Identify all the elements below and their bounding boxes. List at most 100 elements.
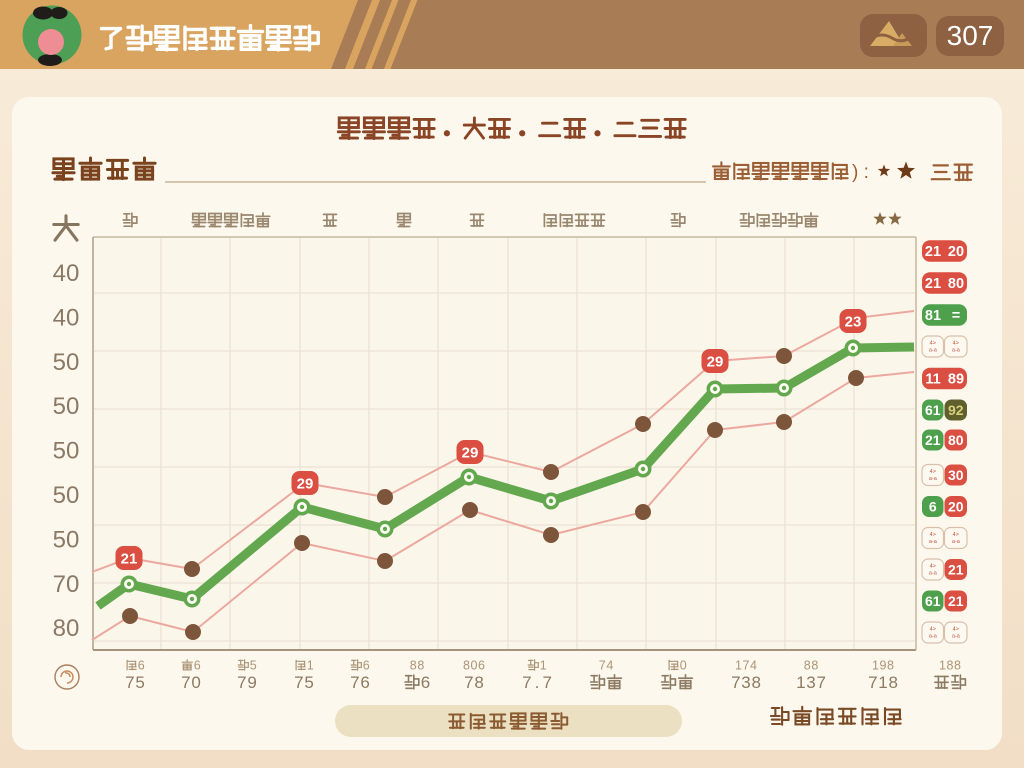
svg-text:0: 0	[680, 659, 687, 673]
svg-text:a-a: a-a	[929, 634, 938, 640]
svg-text:8: 8	[410, 659, 417, 673]
svg-text:23: 23	[845, 314, 862, 331]
svg-text:20: 20	[948, 499, 964, 515]
svg-text:9: 9	[880, 659, 887, 673]
svg-text:7: 7	[868, 673, 877, 692]
svg-text:6: 6	[929, 499, 937, 515]
svg-text:6: 6	[363, 659, 370, 673]
svg-text:8: 8	[947, 659, 954, 673]
svg-text:30: 30	[948, 467, 964, 483]
svg-text:4>: 4>	[930, 341, 936, 347]
svg-text:a-a: a-a	[929, 539, 938, 545]
svg-text:50: 50	[53, 482, 80, 509]
svg-text:50: 50	[53, 393, 80, 420]
svg-text:a-a: a-a	[952, 348, 961, 354]
svg-text:4>: 4>	[930, 627, 936, 633]
svg-text:7: 7	[350, 673, 359, 692]
svg-text:6: 6	[138, 659, 145, 673]
svg-text:1: 1	[872, 659, 879, 673]
svg-text:4>: 4>	[930, 469, 936, 475]
svg-text:4: 4	[606, 659, 613, 673]
svg-text:21: 21	[925, 276, 941, 292]
svg-text:5: 5	[304, 673, 313, 692]
svg-text:20: 20	[948, 244, 964, 260]
svg-text:7: 7	[125, 673, 134, 692]
svg-text:21: 21	[121, 551, 138, 568]
svg-text:7: 7	[181, 673, 190, 692]
svg-text:8: 8	[463, 659, 470, 673]
svg-text:29: 29	[297, 476, 314, 493]
svg-text:61: 61	[925, 593, 941, 609]
svg-text:80: 80	[53, 615, 80, 642]
svg-text:6: 6	[360, 673, 369, 692]
svg-text:0: 0	[471, 659, 478, 673]
svg-text:7: 7	[237, 673, 246, 692]
svg-text:92: 92	[948, 402, 964, 418]
svg-text:5: 5	[250, 659, 257, 673]
svg-text:a-a: a-a	[929, 476, 938, 482]
svg-text:8: 8	[751, 673, 760, 692]
svg-text:50: 50	[53, 349, 80, 376]
svg-text:) :: ) :	[852, 162, 869, 183]
svg-text:7: 7	[599, 659, 606, 673]
svg-text:4: 4	[750, 659, 757, 673]
svg-text:7: 7	[294, 673, 303, 692]
svg-text:21: 21	[948, 593, 964, 609]
svg-text:0: 0	[191, 673, 200, 692]
svg-text:3: 3	[806, 673, 815, 692]
svg-text:=: =	[952, 308, 960, 324]
svg-text:1: 1	[735, 659, 742, 673]
svg-text:4>: 4>	[930, 564, 936, 570]
svg-text:40: 40	[53, 304, 80, 331]
svg-text:1: 1	[540, 659, 547, 673]
svg-text:6: 6	[478, 659, 485, 673]
svg-text:5: 5	[135, 673, 144, 692]
svg-text:89: 89	[948, 372, 964, 388]
svg-text:4>: 4>	[930, 532, 936, 538]
svg-text:8: 8	[804, 659, 811, 673]
svg-text:307: 307	[947, 20, 994, 51]
svg-text:29: 29	[707, 354, 724, 371]
svg-text:4>: 4>	[953, 532, 959, 538]
svg-text:7: 7	[542, 673, 551, 692]
svg-text:a-a: a-a	[929, 571, 938, 577]
svg-text:9: 9	[247, 673, 256, 692]
svg-text:3: 3	[741, 673, 750, 692]
svg-text:7: 7	[743, 659, 750, 673]
svg-text:1: 1	[307, 659, 314, 673]
svg-text:11: 11	[925, 372, 940, 388]
svg-text:a-a: a-a	[952, 539, 961, 545]
svg-text:21: 21	[925, 244, 941, 260]
svg-text:4>: 4>	[953, 341, 959, 347]
svg-text:7: 7	[731, 673, 740, 692]
svg-text:1: 1	[878, 673, 887, 692]
svg-text:81: 81	[925, 308, 941, 324]
svg-text:8: 8	[811, 659, 818, 673]
svg-text:a-a: a-a	[929, 348, 938, 354]
svg-text:21: 21	[948, 562, 964, 578]
svg-text:1: 1	[939, 659, 946, 673]
svg-text:4>: 4>	[953, 627, 959, 633]
svg-text:7: 7	[816, 673, 825, 692]
svg-text:8: 8	[417, 659, 424, 673]
svg-text:70: 70	[53, 571, 80, 598]
svg-text:1: 1	[796, 673, 805, 692]
svg-text:29: 29	[462, 445, 479, 462]
svg-text:50: 50	[53, 526, 80, 553]
svg-text:8: 8	[954, 659, 961, 673]
svg-text:a-a: a-a	[952, 634, 961, 640]
svg-text:21: 21	[925, 432, 941, 448]
svg-text:8: 8	[474, 673, 483, 692]
svg-text:40: 40	[53, 260, 80, 287]
svg-text:6: 6	[194, 659, 201, 673]
svg-text:8: 8	[887, 659, 894, 673]
svg-text:.: .	[535, 673, 540, 692]
svg-text:8: 8	[888, 673, 897, 692]
svg-text:80: 80	[948, 432, 964, 448]
svg-text:7: 7	[522, 673, 531, 692]
svg-text:61: 61	[925, 402, 941, 418]
svg-text:7: 7	[464, 673, 473, 692]
svg-text:6: 6	[421, 673, 430, 692]
svg-text:50: 50	[53, 438, 80, 465]
svg-text:80: 80	[948, 276, 964, 292]
